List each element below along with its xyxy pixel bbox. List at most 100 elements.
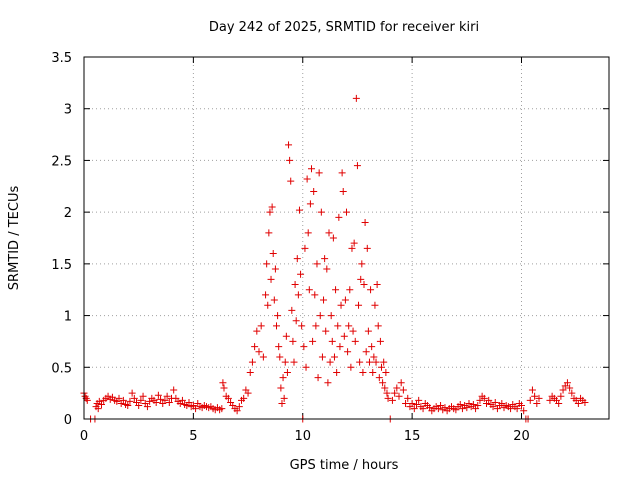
data-point (311, 291, 319, 299)
data-point (271, 265, 279, 273)
data-point (137, 396, 145, 404)
data-point (235, 403, 243, 411)
data-point (384, 394, 392, 402)
data-point (395, 392, 403, 400)
data-point (333, 368, 341, 376)
data-point (341, 296, 349, 304)
data-point (351, 337, 359, 345)
data-point (98, 401, 105, 409)
data-point (374, 322, 382, 330)
data-point (219, 379, 227, 387)
data-point (165, 398, 173, 406)
data-point (255, 348, 263, 356)
data-point (318, 353, 326, 361)
data-point (323, 265, 331, 273)
data-point (152, 398, 160, 406)
x-tick-label: 0 (80, 429, 88, 444)
data-point (334, 322, 342, 330)
data-point (581, 398, 589, 406)
data-point (358, 260, 366, 268)
data-point (139, 392, 147, 400)
data-point (267, 275, 275, 283)
data-point (275, 343, 283, 351)
data-point (533, 399, 541, 407)
data-point (357, 275, 365, 283)
data-point (248, 358, 256, 366)
data-point (526, 396, 534, 404)
data-point (306, 200, 314, 208)
data-point (408, 399, 416, 407)
data-point (343, 208, 350, 216)
data-point (240, 394, 248, 402)
data-point (320, 296, 328, 304)
y-tick-label: 1 (64, 310, 72, 325)
data-point (364, 327, 372, 335)
data-point (381, 384, 389, 392)
data-point (322, 327, 330, 335)
data-point (520, 407, 528, 415)
data-point (383, 389, 391, 397)
data-point (130, 394, 138, 402)
plot-frame (83, 56, 610, 420)
data-point (297, 270, 305, 278)
data-point (259, 353, 267, 361)
data-point (574, 399, 582, 407)
data-point (347, 363, 355, 371)
data-point (375, 374, 383, 382)
data-point (262, 291, 270, 299)
data-point (456, 401, 464, 409)
data-point (253, 327, 261, 335)
data-point (324, 379, 332, 387)
data-point (380, 358, 388, 366)
data-point (287, 177, 295, 185)
data-point (128, 389, 136, 397)
y-tick-label: 2 (64, 206, 72, 221)
data-point (365, 358, 373, 366)
data-point (356, 358, 364, 366)
data-point (263, 260, 271, 268)
data-point (382, 368, 390, 376)
x-axis-label: GPS time / hours (290, 458, 399, 473)
data-point (292, 317, 300, 325)
data-point (328, 337, 336, 345)
data-point (353, 162, 361, 170)
data-point (413, 401, 420, 409)
data-point (257, 322, 265, 330)
data-point (555, 399, 563, 407)
data-point (393, 384, 401, 392)
data-point (361, 218, 369, 226)
data-point (115, 394, 123, 402)
data-point (332, 286, 340, 294)
data-point (335, 213, 343, 221)
data-point (404, 394, 412, 402)
data-point (126, 397, 134, 405)
data-point (372, 358, 380, 366)
data-point (316, 312, 324, 320)
data-point (135, 402, 143, 410)
data-point (303, 175, 311, 183)
data-point (371, 301, 379, 309)
x-tick-label: 20 (513, 429, 530, 444)
data-point (220, 384, 228, 392)
data-point (474, 402, 482, 410)
data-point (535, 394, 543, 402)
data-point (355, 301, 363, 309)
data-point (339, 187, 347, 195)
data-point (360, 281, 368, 289)
data-point (309, 337, 317, 345)
data-point (291, 281, 299, 289)
data-point (348, 244, 356, 252)
data-point (246, 368, 254, 376)
data-point (83, 396, 91, 404)
grid (84, 57, 609, 419)
data-point (410, 405, 418, 413)
data-point (391, 389, 399, 397)
data-points (80, 94, 589, 423)
data-point (368, 343, 376, 351)
data-point (218, 405, 226, 413)
data-point (317, 208, 325, 216)
data-point (498, 399, 506, 407)
data-point (265, 229, 273, 237)
data-point (315, 169, 323, 177)
